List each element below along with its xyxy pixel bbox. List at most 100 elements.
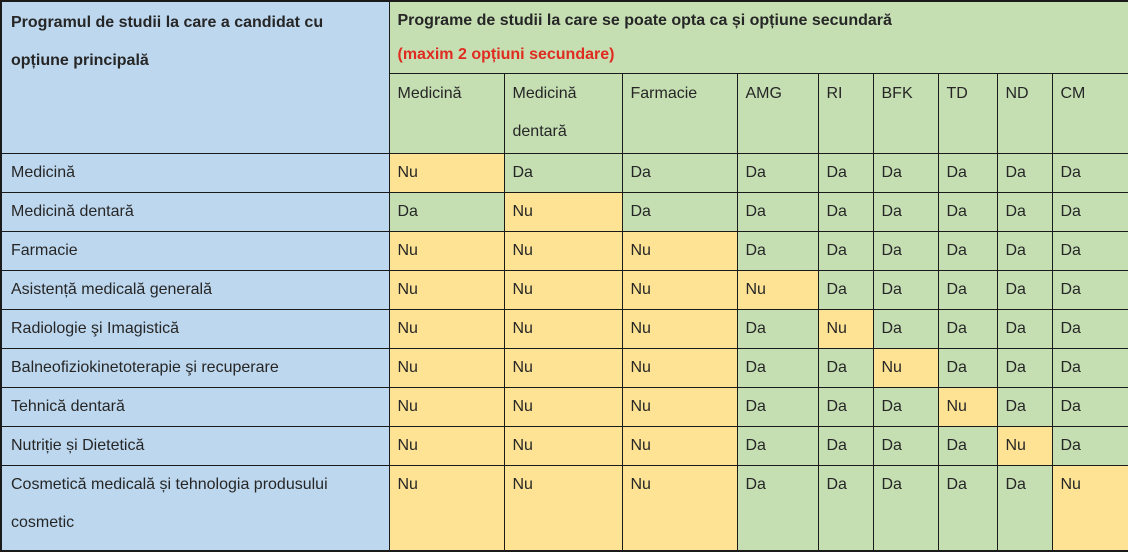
answer-cell: Da (503, 152, 623, 193)
answer-cell: Da (872, 191, 939, 232)
answer-cell: Nu (503, 308, 623, 349)
answer-cell: Da (1051, 425, 1128, 466)
column-header-0: Medicină (388, 72, 505, 154)
column-header-7: ND (996, 72, 1053, 154)
column-header-3: AMG (736, 72, 819, 154)
answer-cell: Da (736, 230, 819, 271)
row-label-text: Balneofiziokinetoterapie şi recuperare (11, 358, 279, 376)
answer-cell: Da (937, 308, 998, 349)
table-row: Radiologie şi Imagistică Nu Nu Nu Da Nu Da Da Da… (0, 308, 1128, 349)
row-label-text: Medicină (11, 163, 76, 181)
answer-cell: Da (1051, 191, 1128, 232)
answer-cell: Da (1051, 152, 1128, 193)
answer-cell: Da (736, 152, 819, 193)
answer-cell: Nu (388, 425, 505, 466)
answer-cell: Da (996, 269, 1053, 310)
answer-cell: Da (872, 386, 939, 427)
column-header-5: BFK (872, 72, 939, 154)
table-row: Asistență medicală generală Nu Nu Nu Nu Da Da D… (0, 269, 1128, 310)
answer-cell: Nu (621, 269, 738, 310)
row-label-text: Farmacie (11, 241, 78, 259)
answer-cell: Da (937, 269, 998, 310)
answer-cell: Da (817, 464, 874, 552)
answer-cell: Da (937, 230, 998, 271)
answer-cell: Da (937, 425, 998, 466)
table-row: Medicină Nu Da Da Da Da Da Da Da Da (0, 152, 1128, 193)
answer-cell: Da (996, 191, 1053, 232)
row-label: Radiologie şi Imagistică (0, 308, 390, 349)
group-header-title: Programe de studii la care se poate opta… (397, 12, 892, 29)
table-row: Nutriție și Dietetică Nu Nu Nu Da Da Da Da Nu Da (0, 425, 1128, 466)
header-row-group: Programul de studii la care a candidat c… (0, 0, 1128, 154)
answer-cell: Da (817, 191, 874, 232)
corner-header-text: Programul de studii la care a candidat c… (11, 14, 324, 69)
row-label-text: Asistență medicală generală (11, 280, 213, 298)
answer-cell: Da (872, 425, 939, 466)
answer-cell: Nu (996, 425, 1053, 466)
answer-cell: Nu (872, 347, 939, 388)
column-header-4: RI (817, 72, 874, 154)
table-body: Medicină Nu Da Da Da Da Da Da Da Da Medicină denta… (0, 152, 1128, 552)
answer-cell: Da (872, 230, 939, 271)
row-label: Tehnică dentară (0, 386, 390, 427)
header-row-columns: Medicină Medicină dentară Farmacie AMG RI BFK… (1, 72, 1128, 154)
group-header-cell: Programe de studii la care se poate opta… (388, 0, 1128, 74)
answer-cell: Da (1051, 230, 1128, 271)
answer-cell: Nu (388, 386, 505, 427)
answer-cell: Da (817, 386, 874, 427)
answer-cell: Da (817, 269, 874, 310)
answer-cell: Nu (503, 347, 623, 388)
answer-cell: Da (872, 269, 939, 310)
answer-cell: Nu (621, 347, 738, 388)
answer-cell: Da (817, 152, 874, 193)
row-label: Medicină (0, 152, 390, 193)
group-header-note: (maxim 2 opțiuni secundare) (397, 46, 615, 63)
table-row: Medicină dentară Da Nu Da Da Da Da Da Da Da (0, 191, 1128, 232)
answer-cell: Nu (503, 269, 623, 310)
answer-cell: Nu (388, 230, 505, 271)
row-label: Medicină dentară (0, 191, 390, 232)
answer-cell: Da (736, 347, 819, 388)
table-row: Farmacie Nu Nu Nu Da Da Da Da Da Da (0, 230, 1128, 271)
answer-cell: Nu (503, 425, 623, 466)
answer-cell: Da (996, 386, 1053, 427)
answer-cell: Nu (388, 464, 505, 552)
answer-cell: Da (937, 464, 998, 552)
answer-cell: Nu (388, 347, 505, 388)
answer-cell: Da (817, 347, 874, 388)
row-label: Asistență medicală generală (0, 269, 390, 310)
answer-cell: Nu (503, 386, 623, 427)
answer-cell: Da (996, 464, 1053, 552)
column-header-6: TD (937, 72, 998, 154)
row-label-text: Cosmetică medicală și tehnologia produsu… (11, 475, 328, 531)
column-header-2: Farmacie (621, 72, 738, 154)
answer-cell: Da (937, 152, 998, 193)
row-label: Farmacie (0, 230, 390, 271)
answer-cell: Nu (621, 386, 738, 427)
answer-cell: Nu (937, 386, 998, 427)
row-label-text: Radiologie şi Imagistică (11, 319, 180, 337)
answer-cell: Nu (1051, 464, 1128, 552)
row-label: Cosmetică medicală și tehnologia produsu… (0, 464, 390, 552)
table-row: Cosmetică medicală și tehnologia produsu… (0, 464, 1128, 552)
answer-cell: Da (996, 308, 1053, 349)
row-label: Balneofiziokinetoterapie şi recuperare (0, 347, 390, 388)
table-row: Tehnică dentară Nu Nu Nu Da Da Da Nu Da Da (0, 386, 1128, 427)
corner-header-cell: Programul de studii la care a candidat c… (0, 0, 390, 154)
answer-cell: Nu (736, 269, 819, 310)
answer-cell: Nu (388, 308, 505, 349)
row-label: Nutriție și Dietetică (0, 425, 390, 466)
column-header-8: CM (1051, 72, 1128, 154)
answer-cell: Nu (503, 191, 623, 232)
table-row: Balneofiziokinetoterapie şi recuperare Nu… (0, 347, 1128, 388)
answer-cell: Nu (388, 269, 505, 310)
answer-cell: Da (817, 230, 874, 271)
answer-cell: Da (872, 152, 939, 193)
answer-cell: Nu (621, 230, 738, 271)
answer-cell: Nu (817, 308, 874, 349)
answer-cell: Da (1051, 269, 1128, 310)
answer-cell: Da (736, 308, 819, 349)
row-label-text: Tehnică dentară (11, 397, 125, 415)
answer-cell: Nu (621, 425, 738, 466)
